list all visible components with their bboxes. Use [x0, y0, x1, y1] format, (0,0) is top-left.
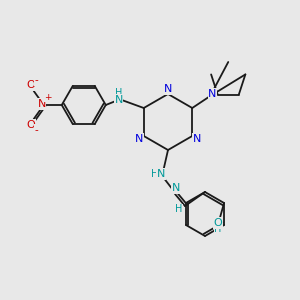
Text: O: O — [214, 218, 222, 228]
Text: O: O — [26, 120, 35, 130]
Text: H: H — [151, 169, 159, 179]
Text: H: H — [115, 88, 122, 98]
Text: N: N — [135, 134, 144, 143]
Text: +: + — [44, 92, 52, 101]
Text: O: O — [26, 80, 35, 90]
Text: -: - — [35, 75, 39, 85]
Text: N: N — [172, 183, 180, 193]
Text: N: N — [38, 99, 46, 109]
Text: -: - — [35, 125, 39, 135]
Text: H: H — [175, 204, 183, 214]
Text: N: N — [192, 134, 201, 143]
Text: N: N — [208, 89, 216, 99]
Text: N: N — [164, 84, 172, 94]
Text: N: N — [115, 95, 123, 105]
Text: N: N — [157, 169, 165, 179]
Text: H: H — [214, 224, 222, 234]
